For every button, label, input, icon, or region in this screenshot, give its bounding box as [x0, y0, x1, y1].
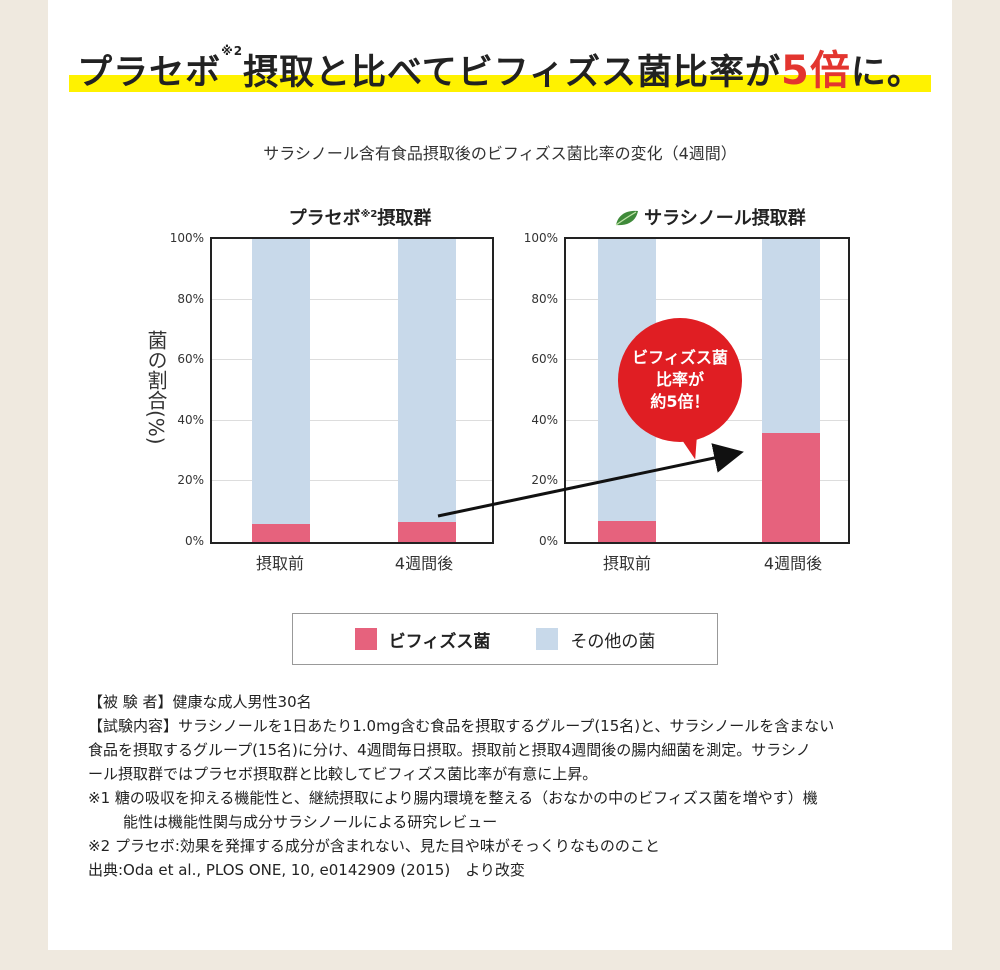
x-label-salacinol-after: 4週間後 — [763, 554, 823, 573]
y-tick-label: 0% — [184, 534, 204, 548]
panel-title-placebo-suffix: 摂取群 — [377, 208, 432, 229]
panel-title-salacinol-text: サラシノール摂取群 — [644, 208, 806, 229]
note-footnote-2: ※2 プラセボ:効果を発揮する成分が含まれない、見た目や味がそっくりなもののこと — [88, 837, 660, 855]
gridline — [212, 298, 492, 300]
y-tick-label: 20% — [177, 473, 204, 488]
headline-highlight: プラセボ※2摂取と比べてビフィズス菌比率が5倍に。 — [69, 38, 931, 98]
callout-line-2: 比率が — [655, 370, 704, 389]
leaf-icon — [615, 210, 639, 226]
headline-part2: 摂取と比べてビフィズス菌比率が — [243, 53, 782, 93]
plot-frame-placebo — [210, 237, 494, 544]
bar-placebo-0 — [252, 239, 310, 542]
x-label-salacinol-before: 摂取前 — [602, 554, 651, 573]
gridline — [566, 298, 848, 300]
y-tick-label: 60% — [531, 352, 558, 367]
x-label-placebo-after: 4週間後 — [394, 554, 454, 573]
legend-label-other: その他の菌 — [570, 631, 656, 652]
note-source: 出典:Oda et al., PLOS ONE, 10, e0142909 (2… — [88, 861, 525, 879]
y-tick-label: 80% — [531, 291, 558, 306]
y-tick-label: 100% — [169, 231, 204, 245]
headline-emphasis: 5倍 — [781, 48, 851, 94]
bar-segment-bifidobacteria — [398, 522, 456, 542]
note-method-3: ール摂取群ではプラセボ摂取群と比較してビフィズス菌比率が有意に上昇。 — [88, 765, 598, 783]
note-footnote-1: ※1 糖の吸収を抑える機能性と、継続摂取により腸内環境を整える（おなかの中のビフ… — [88, 789, 818, 807]
gridline — [212, 359, 492, 361]
panel-title-placebo: プラセボ※2摂取群 — [250, 204, 470, 230]
y-tick-label: 80% — [177, 291, 204, 306]
bar-segment-bifidobacteria — [252, 524, 310, 542]
headline-footnote-mark: ※2 — [221, 44, 244, 58]
y-tick-label: 60% — [177, 352, 204, 367]
y-tick-label: 100% — [523, 231, 558, 245]
bar-placebo-1 — [398, 239, 456, 542]
bar-segment-bifidobacteria — [598, 520, 656, 542]
note-footnote-1-cont: 能性は機能性関与成分サラシノールによる研究レビュー — [123, 813, 498, 831]
gridline — [212, 480, 492, 482]
panel-title-salacinol: サラシノール摂取群 — [580, 204, 840, 230]
legend-item-bifidobacteria: ビフィズス菌 — [354, 627, 491, 652]
legend-swatch-other — [536, 628, 559, 650]
y-tick-label: 40% — [531, 412, 558, 427]
panel-title-placebo-sup: ※2 — [360, 209, 378, 220]
notes: 【被 験 者】健康な成人男性30名 【試験内容】サラシノールを1日あたり1.0m… — [88, 690, 918, 882]
bar-segment-bifidobacteria — [762, 432, 820, 542]
headline-part1: プラセボ — [77, 53, 222, 93]
note-method-1: 【試験内容】サラシノールを1日あたり1.0mg含む食品を摂取するグループ(15名… — [88, 717, 835, 735]
headline: プラセボ※2摂取と比べてビフィズス菌比率が5倍に。 — [0, 38, 1000, 98]
gridline — [212, 419, 492, 421]
y-tick-label: 20% — [531, 473, 558, 488]
x-label-placebo-before: 摂取前 — [255, 554, 304, 573]
y-axis-label: 菌の割合(%) — [144, 330, 168, 445]
legend-swatch-bifidobacteria — [354, 628, 377, 650]
y-tick-label: 0% — [538, 534, 558, 548]
bar-salacinol-1 — [762, 239, 820, 542]
panel-title-placebo-main: プラセボ — [288, 208, 361, 229]
chart-title: サラシノール含有食品摂取後のビフィズス菌比率の変化（4週間） — [263, 144, 737, 163]
callout-line-3: 約5倍！ — [650, 392, 710, 411]
legend-label-bifidobacteria: ビフィズス菌 — [388, 631, 491, 652]
headline-part3: に。 — [850, 53, 923, 93]
callout-line-1: ビフィズス菌 — [632, 348, 728, 367]
note-subjects: 【被 験 者】健康な成人男性30名 — [88, 693, 312, 711]
legend: ビフィズス菌 その他の菌 — [292, 613, 718, 665]
callout-bubble: ビフィズス菌 比率が 約5倍！ — [618, 318, 742, 442]
legend-item-other: その他の菌 — [536, 627, 655, 652]
y-tick-label: 40% — [177, 412, 204, 427]
note-method-2: 食品を摂取するグループ(15名)に分け、4週間毎日摂取。摂取前と摂取4週間後の腸… — [88, 741, 811, 759]
